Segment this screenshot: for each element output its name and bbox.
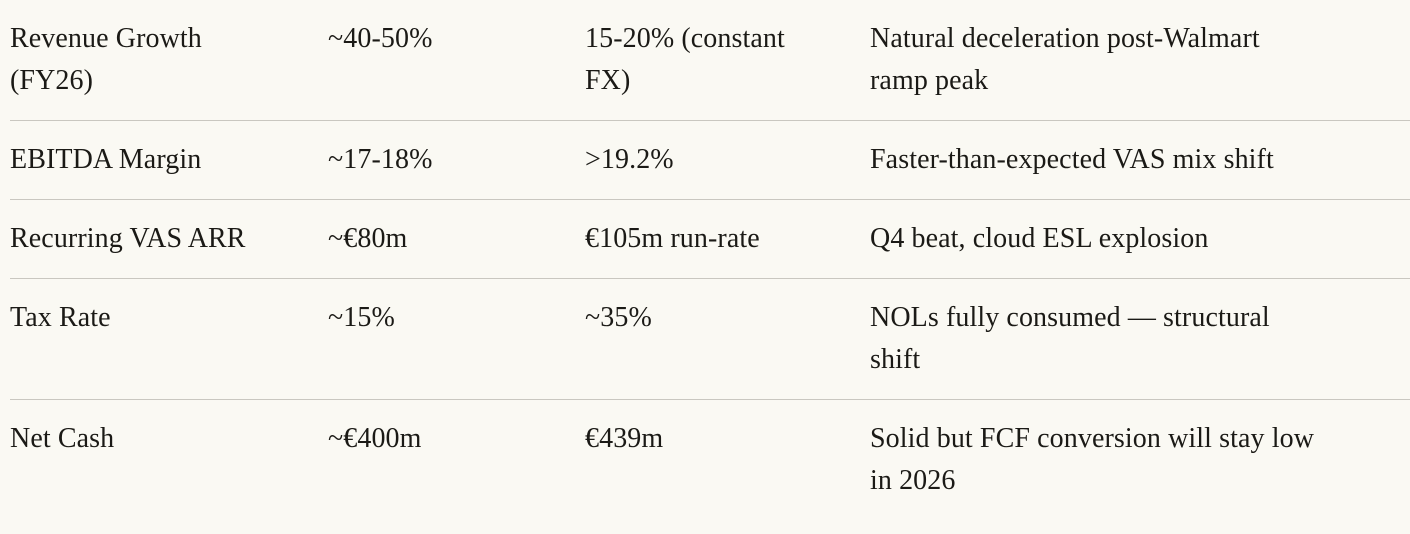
comment-cell: Natural deceleration post-Walmart ramp p…	[870, 23, 1260, 96]
metric-cell: EBITDA Margin	[10, 120, 328, 200]
comment-cell: Solid but FCF conversion will stay low i…	[870, 399, 1410, 520]
actual-cell: ~35%	[585, 278, 870, 400]
table-row: Tax Rate ~15% ~35% NOLs fully consumed —…	[10, 278, 1410, 400]
table-row: Net Cash ~€400m €439m Solid but FCF conv…	[10, 399, 1410, 520]
actual-cell: >19.2%	[585, 120, 870, 200]
guidance-cell: ~€80m	[328, 199, 585, 279]
metrics-table: Revenue Growth (FY26) ~40-50% 15-20% (co…	[10, 0, 1410, 520]
actual-cell: €439m	[585, 399, 870, 520]
guidance-cell: ~€400m	[328, 399, 585, 520]
comment-cell: NOLs fully consumed — structural shift	[870, 278, 1410, 400]
table-row: Revenue Growth (FY26) ~40-50% 15-20% (co…	[10, 0, 1410, 121]
actual-cell: €105m run-rate	[585, 199, 870, 279]
actual-cell: 15-20% (constant FX)	[585, 23, 785, 96]
metric-cell: Revenue Growth (FY26)	[10, 23, 202, 96]
table-row: Recurring VAS ARR ~€80m €105m run-rate Q…	[10, 199, 1410, 279]
guidance-cell: ~40-50%	[328, 23, 433, 54]
metric-cell: Net Cash	[10, 399, 328, 520]
comment-cell: Faster-than-expected VAS mix shift	[870, 120, 1410, 200]
table-row: EBITDA Margin ~17-18% >19.2% Faster-than…	[10, 120, 1410, 200]
metric-cell: Recurring VAS ARR	[10, 199, 328, 279]
metric-cell: Tax Rate	[10, 278, 328, 400]
guidance-cell: ~17-18%	[328, 120, 585, 200]
metrics-table-container: Revenue Growth (FY26) ~40-50% 15-20% (co…	[10, 0, 1410, 520]
comment-cell: Q4 beat, cloud ESL explosion	[870, 199, 1410, 279]
guidance-cell: ~15%	[328, 278, 585, 400]
